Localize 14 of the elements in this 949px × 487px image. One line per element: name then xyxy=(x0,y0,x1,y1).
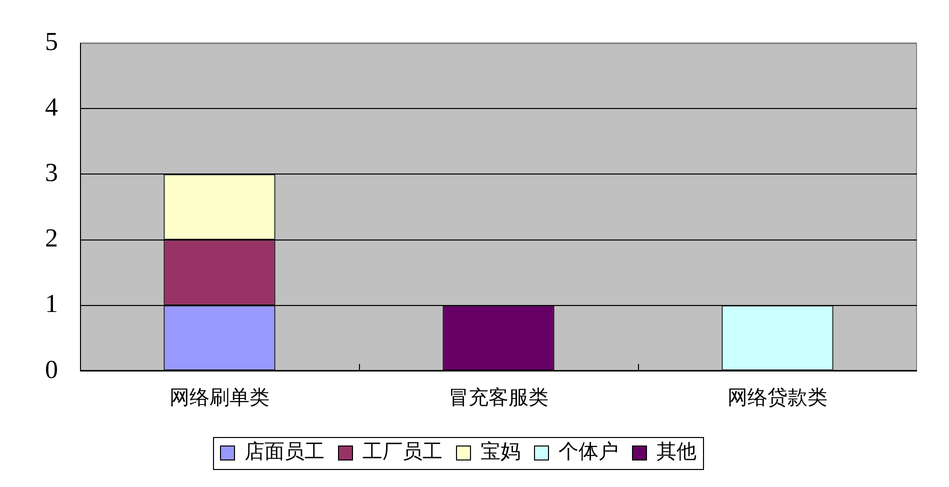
legend-label: 工厂员工 xyxy=(362,439,442,464)
y-tick-label: 3 xyxy=(45,158,58,188)
y-tick-label: 0 xyxy=(45,354,58,384)
legend-label: 宝妈 xyxy=(480,439,520,464)
legend-label: 其他 xyxy=(656,439,696,464)
y-tick-label: 5 xyxy=(45,26,58,56)
y-tick-label: 2 xyxy=(45,224,58,253)
x-tick-label: 网络刷单类 xyxy=(170,385,270,410)
y-tick-label: 1 xyxy=(45,289,58,318)
legend-label: 店面员工 xyxy=(244,439,324,464)
x-tick-label: 冒充客服类 xyxy=(448,385,548,410)
legend-label: 个体户 xyxy=(558,439,618,464)
x-tick-label: 网络贷款类 xyxy=(728,385,828,410)
y-tick-label: 4 xyxy=(45,92,58,122)
